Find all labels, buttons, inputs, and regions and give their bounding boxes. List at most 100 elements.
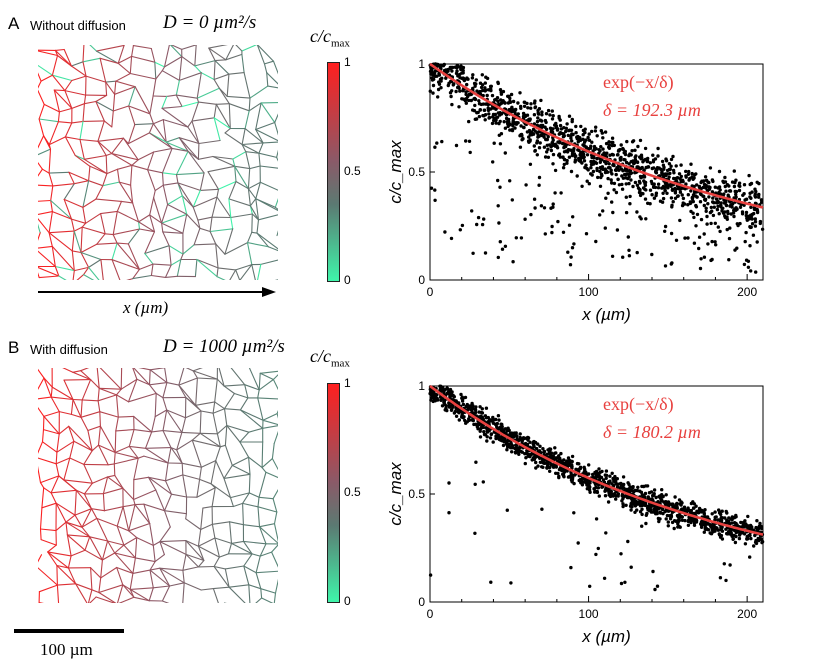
network-segment — [91, 444, 100, 452]
network-segment — [117, 62, 131, 75]
network-segment — [101, 540, 109, 561]
network-segment — [65, 521, 68, 536]
data-point — [606, 191, 610, 195]
data-point — [732, 208, 736, 213]
data-point — [435, 393, 439, 397]
network-segment — [255, 121, 276, 131]
data-point — [576, 148, 580, 152]
data-point — [635, 183, 640, 187]
data-point — [694, 520, 699, 524]
network-segment — [261, 597, 274, 603]
data-point — [759, 200, 764, 204]
data-point — [710, 528, 714, 532]
data-point — [746, 265, 751, 269]
network-segment — [152, 119, 164, 125]
data-point — [556, 471, 560, 476]
fit-delta-a: δ = 192.3 µm — [603, 100, 701, 120]
network-segment — [185, 553, 205, 562]
network-segment — [243, 565, 257, 574]
data-point — [711, 213, 716, 218]
network-segment — [239, 409, 264, 421]
network-segment — [228, 72, 245, 75]
data-point — [557, 114, 561, 119]
network-segment — [148, 369, 151, 386]
network-segment — [116, 168, 120, 183]
network-segment — [149, 197, 155, 216]
data-point — [716, 225, 720, 229]
data-point — [428, 69, 433, 74]
data-point — [435, 141, 439, 145]
network-segment — [163, 45, 170, 68]
network-segment — [216, 188, 220, 198]
network-segment — [162, 119, 189, 128]
network-segment — [235, 264, 253, 271]
network-segment — [107, 463, 115, 466]
data-point — [562, 162, 566, 167]
network-segment — [82, 180, 90, 208]
network-segment — [209, 228, 234, 233]
network-segment — [258, 526, 278, 544]
network-segment — [148, 587, 154, 602]
data-point — [586, 135, 590, 140]
network-segment — [136, 537, 154, 546]
network-segment — [89, 45, 98, 52]
network-segment — [161, 222, 184, 234]
network-segment — [218, 87, 230, 105]
network-segment — [97, 425, 101, 446]
data-point — [620, 486, 624, 490]
data-point — [737, 536, 742, 541]
data-point — [520, 134, 524, 138]
network-segment — [97, 140, 107, 157]
network-segment — [195, 401, 216, 406]
data-point — [506, 120, 511, 124]
data-point — [587, 132, 591, 136]
data-point — [559, 451, 563, 456]
network-segment — [242, 540, 267, 545]
fit-formula-b: exp(−x/δ) — [603, 394, 674, 414]
data-point — [551, 463, 556, 468]
data-point — [554, 456, 558, 460]
data-point — [758, 521, 762, 526]
network-segment — [129, 587, 154, 590]
network-segment — [249, 85, 269, 99]
network-segment — [56, 564, 58, 586]
network-segment — [159, 567, 184, 571]
data-point — [735, 246, 739, 250]
network-segment — [261, 458, 273, 469]
data-point — [627, 248, 631, 252]
data-point — [588, 485, 592, 489]
network-segment — [148, 384, 157, 394]
network-segment — [118, 596, 135, 603]
network-segment — [97, 400, 101, 413]
network-segment — [272, 378, 278, 391]
data-point — [532, 197, 537, 201]
data-point — [714, 243, 718, 247]
data-point — [665, 513, 670, 518]
network-segment — [95, 185, 104, 200]
network-segment — [232, 158, 236, 167]
network-segment — [155, 489, 166, 512]
network-segment — [81, 379, 92, 401]
network-segment — [43, 103, 60, 113]
network-segment — [111, 137, 124, 155]
network-segment — [116, 566, 124, 586]
data-point — [610, 254, 615, 258]
data-point — [565, 122, 569, 126]
data-point — [565, 161, 569, 165]
data-point — [743, 542, 748, 546]
network-segment — [80, 243, 98, 254]
data-point — [513, 451, 518, 455]
network-image-a — [38, 45, 278, 280]
data-point — [670, 187, 675, 191]
data-point — [607, 162, 611, 166]
network-segment — [38, 118, 59, 123]
network-segment — [258, 496, 274, 500]
network-segment — [185, 513, 187, 520]
network-segment — [38, 584, 58, 593]
data-point — [689, 517, 694, 521]
network-segment — [71, 250, 82, 254]
network-segment — [212, 412, 218, 435]
network-segment — [149, 567, 161, 571]
data-point — [560, 468, 564, 473]
data-point — [644, 521, 648, 526]
